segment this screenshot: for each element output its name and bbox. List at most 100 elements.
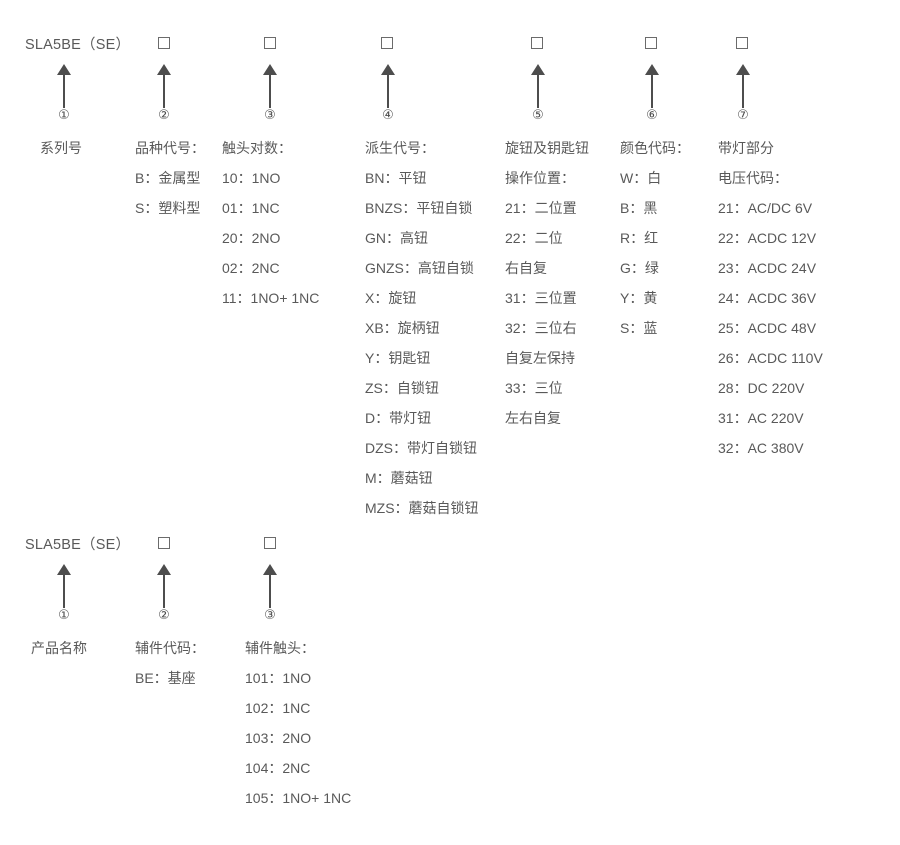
arrow-pointer-3: ③ bbox=[258, 64, 282, 124]
column-line: 辅件代码： bbox=[135, 640, 205, 656]
column-line: 操作位置： bbox=[505, 170, 575, 186]
column-line: Y：黄 bbox=[620, 290, 658, 306]
column-line: BNZS：平钮自锁 bbox=[365, 200, 473, 216]
column-line: 派生代号： bbox=[365, 140, 435, 156]
code-row-accessory: SLA5BE（SE） bbox=[0, 500, 900, 553]
column-line: X：旋钮 bbox=[365, 290, 417, 306]
index-marker-1: ① bbox=[58, 608, 70, 623]
column-line: 系列号 bbox=[40, 140, 82, 156]
column-line: 触头对数： bbox=[222, 140, 292, 156]
column-line: DZS：带灯自锁钮 bbox=[365, 440, 477, 456]
product-code-diagram-accessory: SLA5BE（SE） ① ② ③ 产品名称 辅件代码： BE：基座 辅件触头： 10… bbox=[0, 500, 900, 806]
column-line: 31：三位置 bbox=[505, 290, 577, 306]
column-line: ZS：自锁钮 bbox=[365, 380, 439, 396]
column-line: 辅件触头： bbox=[245, 640, 315, 656]
column-line: 31：AC 220V bbox=[718, 410, 804, 426]
index-marker-6: ⑥ bbox=[646, 108, 658, 123]
slot-box-3[interactable] bbox=[264, 37, 276, 49]
column-line: 品种代号： bbox=[135, 140, 205, 156]
column-line: 105：1NO+ 1NC bbox=[245, 790, 352, 806]
column-line: Y：钥匙钮 bbox=[365, 350, 431, 366]
column-line: 自复左保持 bbox=[505, 350, 575, 366]
index-marker-5: ⑤ bbox=[532, 108, 544, 123]
column-line: 103：2NO bbox=[245, 730, 312, 746]
column-line: B：黑 bbox=[620, 200, 658, 216]
index-marker-7: ⑦ bbox=[737, 108, 749, 123]
arrow-icon bbox=[52, 564, 76, 608]
column-line: G：绿 bbox=[620, 260, 659, 276]
column-line: 26：ACDC 110V bbox=[718, 350, 823, 366]
column-series-number: 系列号 bbox=[40, 133, 82, 163]
column-line: D：带灯钮 bbox=[365, 410, 432, 426]
column-line: 10：1NO bbox=[222, 170, 281, 186]
column-line: 02：2NC bbox=[222, 260, 280, 276]
column-line: 104：2NC bbox=[245, 760, 311, 776]
arrow-icon bbox=[152, 64, 176, 108]
column-line: 21：AC/DC 6V bbox=[718, 200, 813, 216]
arrow-icon bbox=[258, 64, 282, 108]
slot-box-7[interactable] bbox=[736, 37, 748, 49]
code-row-main: SLA5BE（SE） bbox=[0, 0, 900, 53]
column-line: 21：二位置 bbox=[505, 200, 577, 216]
arrow-pointer-5: ⑤ bbox=[526, 64, 550, 124]
column-line: B：金属型 bbox=[135, 170, 201, 186]
arrow-pointer-7: ⑦ bbox=[731, 64, 755, 124]
arrow-pointer-4: ④ bbox=[376, 64, 400, 124]
column-line: 22：二位 bbox=[505, 230, 563, 246]
arrow-pointer-1: ① bbox=[52, 64, 76, 124]
column-product-name: 产品名称 bbox=[31, 633, 87, 663]
arrow-icon bbox=[52, 64, 76, 108]
column-contact-pairs: 触头对数： 10：1NO 01：1NC 20：2NO 02：2NC 11：1NO+ 1NC bbox=[222, 133, 319, 313]
column-line: BE：基座 bbox=[135, 670, 196, 686]
model-label: SLA5BE（SE） bbox=[25, 37, 131, 53]
slot-box-3[interactable] bbox=[264, 537, 276, 549]
index-marker-1: ① bbox=[58, 108, 70, 123]
column-line: GN：高钮 bbox=[365, 230, 428, 246]
column-line: 电压代码： bbox=[718, 170, 788, 186]
arrow-icon bbox=[376, 64, 400, 108]
arrow-icon bbox=[640, 64, 664, 108]
column-line: 旋钮及钥匙钮 bbox=[505, 140, 589, 156]
arrow-pointer-1: ① bbox=[52, 564, 76, 624]
column-line: 32：三位右 bbox=[505, 320, 577, 336]
column-line: BN：平钮 bbox=[365, 170, 427, 186]
column-line: 24：ACDC 36V bbox=[718, 290, 817, 306]
column-line: M：蘑菇钮 bbox=[365, 470, 433, 486]
slot-box-6[interactable] bbox=[645, 37, 657, 49]
column-variety-code: 品种代号： B：金属型 S：塑料型 bbox=[135, 133, 205, 223]
column-line: 101：1NO bbox=[245, 670, 312, 686]
index-marker-3: ③ bbox=[264, 108, 276, 123]
column-line: 颜色代码： bbox=[620, 140, 690, 156]
column-line: 33：三位 bbox=[505, 380, 563, 396]
slot-box-2[interactable] bbox=[158, 37, 170, 49]
column-color-code: 颜色代码： W：白 B：黑 R：红 G：绿 Y：黄 S：蓝 bbox=[620, 133, 690, 343]
column-line: 带灯部分 bbox=[718, 140, 774, 156]
column-line: 产品名称 bbox=[31, 640, 87, 656]
column-line: S：塑料型 bbox=[135, 200, 201, 216]
column-line: 32：AC 380V bbox=[718, 440, 804, 456]
column-accessory-code: 辅件代码： BE：基座 bbox=[135, 633, 205, 693]
column-knob-key-position: 旋钮及钥匙钮 操作位置： 21：二位置 22：二位右自复 31：三位置 32：三位右 自复左… bbox=[505, 133, 589, 433]
model-label: SLA5BE（SE） bbox=[25, 537, 131, 553]
arrow-pointer-2: ② bbox=[152, 64, 176, 124]
index-marker-3: ③ bbox=[264, 608, 276, 623]
arrow-pointer-3: ③ bbox=[258, 564, 282, 624]
column-line: 左右自复 bbox=[505, 410, 561, 426]
column-line: S：蓝 bbox=[620, 320, 658, 336]
column-line: R：红 bbox=[620, 230, 659, 246]
product-code-diagram-main: SLA5BE（SE） ① ② ③ ④ ⑤ ⑥ ⑦ 系列号 品种代号： B：金属型 S… bbox=[0, 0, 900, 516]
arrow-pointer-2: ② bbox=[152, 564, 176, 624]
column-line: 23：ACDC 24V bbox=[718, 260, 817, 276]
column-line: MZS：蘑菇自锁钮 bbox=[365, 500, 479, 516]
column-line: 01：1NC bbox=[222, 200, 280, 216]
column-lamp-voltage: 带灯部分 电压代码： 21：AC/DC 6V 22：ACDC 12V 23：ACDC 2… bbox=[718, 133, 823, 463]
column-line: 右自复 bbox=[505, 260, 547, 276]
slot-box-2[interactable] bbox=[158, 537, 170, 549]
column-line: 25：ACDC 48V bbox=[718, 320, 817, 336]
index-marker-4: ④ bbox=[382, 108, 394, 123]
index-marker-2: ② bbox=[158, 608, 170, 623]
slot-box-4[interactable] bbox=[381, 37, 393, 49]
column-line: W：白 bbox=[620, 170, 662, 186]
slot-box-5[interactable] bbox=[531, 37, 543, 49]
column-line: 20：2NO bbox=[222, 230, 281, 246]
